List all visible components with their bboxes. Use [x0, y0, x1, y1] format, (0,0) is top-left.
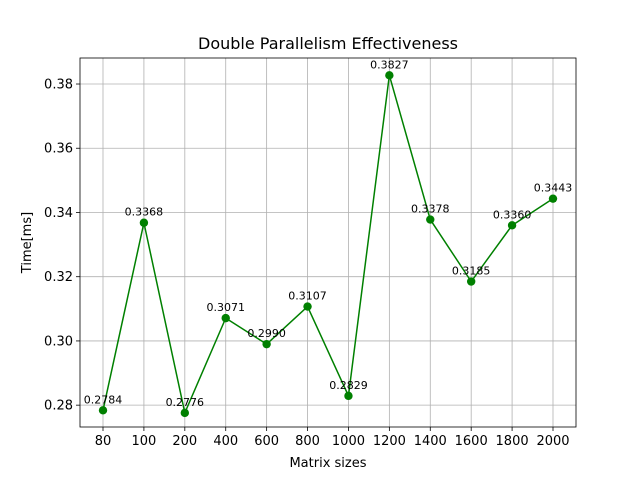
x-tick-label: 1800 — [496, 434, 529, 449]
series-line — [102, 74, 554, 414]
y-tick-label: 0.34 — [44, 206, 73, 221]
data-label: 0.3443 — [534, 182, 573, 195]
data-point — [303, 302, 312, 311]
data-point — [139, 218, 149, 227]
chart-title: Double Parallelism Effectiveness — [198, 34, 458, 53]
data-label: 0.3827 — [370, 58, 409, 71]
data-label: 0.3185 — [452, 265, 491, 278]
data-label: 0.3378 — [411, 203, 450, 216]
y-tick-label: 0.36 — [44, 142, 73, 157]
data-point — [426, 215, 435, 224]
data-label: 0.2990 — [247, 327, 286, 340]
x-tick-label: 600 — [254, 434, 279, 449]
y-axis-label: Time[ms] — [20, 212, 35, 274]
data-label: 0.2776 — [166, 396, 205, 409]
x-axis-label: Matrix sizes — [289, 456, 366, 471]
data-point — [466, 277, 476, 286]
x-tick-label: 400 — [213, 434, 238, 449]
data-point — [221, 313, 230, 323]
data-label: 0.2829 — [329, 379, 368, 392]
x-tick-label: 200 — [172, 434, 197, 449]
y-tick-label: 0.32 — [44, 270, 73, 285]
x-tick-label: 100 — [131, 434, 156, 449]
y-tick-label: 0.38 — [44, 78, 73, 93]
data-label: 0.3071 — [206, 301, 245, 314]
data-label: 0.2784 — [84, 393, 123, 406]
data-point — [98, 406, 108, 415]
plot-frame — [79, 57, 577, 428]
data-label: 0.3368 — [125, 206, 164, 219]
x-tick-label: 1000 — [332, 434, 365, 449]
data-point — [548, 194, 558, 203]
data-point — [344, 391, 353, 401]
x-tick-label: 800 — [295, 434, 320, 449]
data-label: 0.3107 — [288, 290, 327, 303]
y-tick-label: 0.30 — [44, 334, 73, 349]
x-tick-label: 1400 — [414, 434, 447, 449]
data-point — [507, 221, 517, 230]
x-tick-label: 80 — [95, 434, 112, 449]
x-tick-label: 2000 — [536, 434, 569, 449]
data-point — [180, 408, 190, 418]
x-tick-label: 1200 — [373, 434, 406, 449]
series-group — [98, 71, 558, 418]
y-tick-label: 0.28 — [44, 399, 73, 414]
grid — [80, 58, 576, 427]
ticks: 80 100 200 400 600 800 1000 1200 1400 1600 1800 200… — [44, 78, 570, 449]
data-label: 0.3360 — [493, 208, 532, 221]
data-point — [385, 71, 394, 80]
x-tick-label: 1600 — [455, 434, 488, 449]
data-point — [262, 339, 271, 349]
